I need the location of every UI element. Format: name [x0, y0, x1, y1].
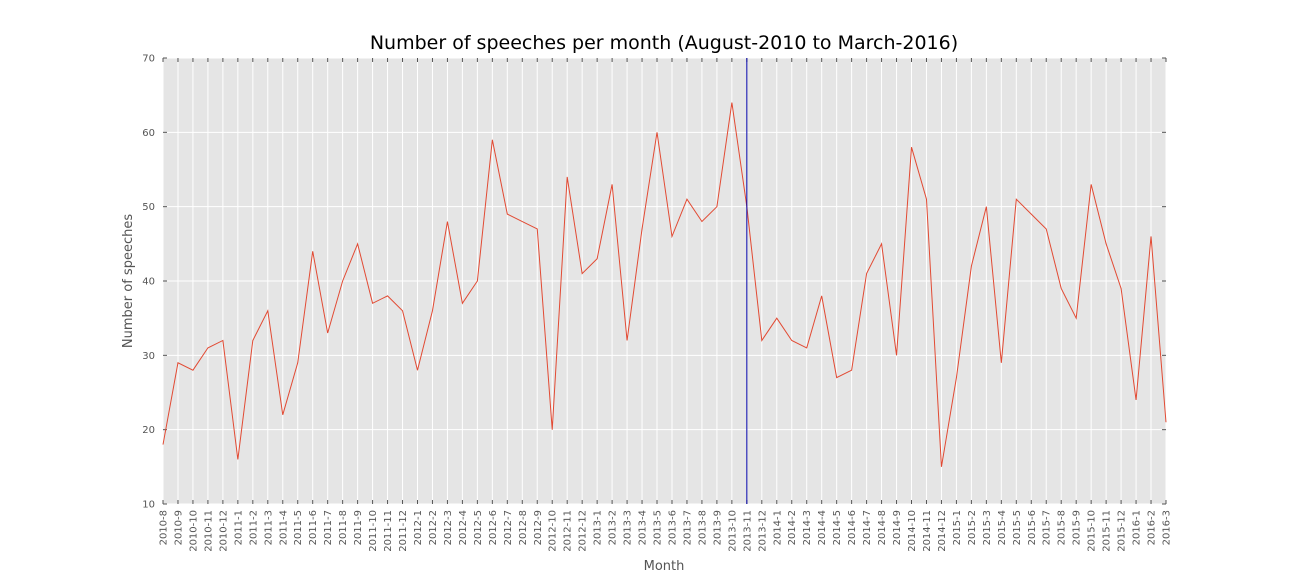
x-tick-label: 2011-5	[293, 510, 304, 545]
x-tick-label: 2014-2	[787, 510, 798, 545]
x-tick-label: 2015-4	[997, 510, 1008, 545]
x-tick-label: 2012-3	[443, 510, 454, 545]
x-tick-label: 2011-2	[248, 510, 259, 545]
x-tick-label: 2014-9	[892, 510, 903, 545]
x-tick-label: 2013-12	[757, 510, 768, 552]
x-tick-label: 2012-6	[488, 510, 499, 545]
x-tick-label: 2015-5	[1012, 510, 1023, 545]
x-tick-label: 2015-2	[967, 510, 978, 545]
x-tick-label: 2014-4	[817, 510, 828, 545]
x-tick-label: 2015-1	[952, 510, 963, 545]
x-tick-label: 2013-4	[638, 510, 649, 545]
x-tick-label: 2013-3	[623, 510, 634, 545]
x-tick-label: 2012-10	[548, 510, 559, 552]
chart-title: Number of speeches per month (August-201…	[370, 32, 958, 54]
x-tick-label: 2014-11	[922, 510, 933, 552]
x-tick-label: 2012-2	[428, 510, 439, 545]
x-tick-labels: 2010-8 2010-9 2010-10 2010-11 2010-12 2011-1 2…	[159, 510, 1173, 552]
x-tick-label: 2015-11	[1102, 510, 1113, 552]
x-tick-label: 2015-9	[1072, 510, 1083, 545]
x-tick-label: 2012-9	[533, 510, 544, 545]
x-tick-label: 2011-7	[323, 510, 334, 545]
x-tick-label: 2011-8	[338, 510, 349, 545]
series-line	[162, 102, 1167, 467]
x-tick-label: 2012-1	[413, 510, 424, 545]
x-tick-label: 2013-10	[727, 510, 738, 552]
x-tick-label: 2015-3	[982, 510, 993, 545]
x-tick-label: 2014-3	[802, 510, 813, 545]
x-tick-label: 2010-8	[159, 510, 170, 545]
y-tick-label: 70	[142, 54, 155, 65]
x-tick-label: 2011-1	[233, 510, 244, 545]
y-tick-label: 60	[142, 128, 155, 139]
x-tick-label: 2013-5	[653, 510, 664, 545]
axis-ticks	[162, 57, 1167, 505]
x-tick-label: 2015-12	[1117, 510, 1128, 552]
x-tick-label: 2013-6	[667, 510, 678, 545]
x-tick-label: 2013-7	[682, 510, 693, 545]
x-tick-label: 2011-4	[278, 510, 289, 545]
x-tick-label: 2010-10	[188, 510, 199, 552]
x-tick-label: 2011-12	[398, 510, 409, 552]
x-tick-label: 2010-12	[218, 510, 229, 552]
x-tick-label: 2012-4	[458, 510, 469, 545]
x-tick-label: 2010-9	[173, 510, 184, 545]
x-tick-label: 2014-7	[862, 510, 873, 545]
x-axis-label: Month	[644, 559, 685, 574]
y-tick-label: 30	[142, 351, 155, 362]
x-tick-label: 2012-12	[578, 510, 589, 552]
x-tick-label: 2013-9	[712, 510, 723, 545]
x-tick-label: 2014-10	[907, 510, 918, 552]
x-tick-label: 2012-5	[473, 510, 484, 545]
x-tick-label: 2014-6	[847, 510, 858, 545]
x-tick-label: 2014-12	[937, 510, 948, 552]
x-tick-label: 2012-11	[563, 510, 574, 552]
x-tick-label: 2013-11	[742, 510, 753, 552]
x-tick-label: 2015-10	[1087, 510, 1098, 552]
y-axis-label: Number of speeches	[121, 214, 136, 348]
y-tick-label: 10	[142, 500, 155, 511]
x-tick-label: 2014-8	[877, 510, 888, 545]
x-tick-label: 2011-9	[353, 510, 364, 545]
x-tick-label: 2016-2	[1147, 510, 1158, 545]
x-tick-label: 2010-11	[203, 510, 214, 552]
x-tick-label: 2016-1	[1132, 510, 1143, 545]
x-tick-label: 2012-8	[518, 510, 529, 545]
x-tick-label: 2013-2	[608, 510, 619, 545]
x-tick-label: 2013-8	[697, 510, 708, 545]
x-tick-label: 2013-1	[593, 510, 604, 545]
x-tick-label: 2014-5	[832, 510, 843, 545]
x-tick-label: 2011-3	[263, 510, 274, 545]
y-tick-label: 40	[142, 277, 155, 288]
y-tick-label: 20	[142, 425, 155, 436]
x-tick-label: 2011-11	[383, 510, 394, 552]
x-tick-label: 2016-3	[1162, 510, 1173, 545]
y-tick-label: 50	[142, 202, 155, 213]
y-tick-labels: 10 20 30 40 50 60 70	[142, 54, 155, 511]
x-tick-label: 2015-8	[1057, 510, 1068, 545]
x-tick-label: 2011-10	[368, 510, 379, 552]
x-tick-label: 2011-6	[308, 510, 319, 545]
x-tick-label: 2015-7	[1042, 510, 1053, 545]
x-tick-label: 2014-1	[772, 510, 783, 545]
grid-lines	[162, 57, 1167, 505]
x-tick-label: 2015-6	[1027, 510, 1038, 545]
x-tick-label: 2012-7	[503, 510, 514, 545]
